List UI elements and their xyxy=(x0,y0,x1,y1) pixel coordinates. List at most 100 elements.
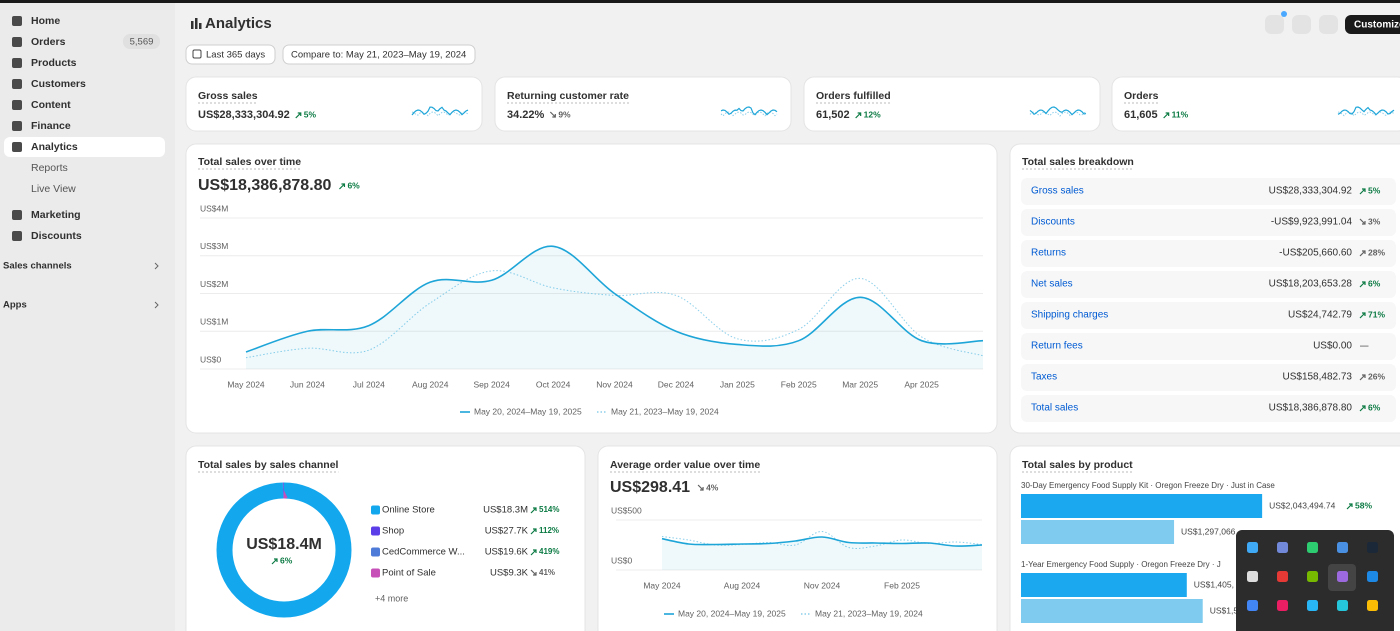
tray-icon[interactable] xyxy=(1247,542,1258,553)
nav-section[interactable]: Apps xyxy=(3,300,27,311)
tray-icon[interactable] xyxy=(1247,600,1258,611)
breakdown-row xyxy=(1021,209,1396,236)
x-tick-label: Jul 2024 xyxy=(353,379,385,389)
tray-icon[interactable] xyxy=(1277,571,1288,582)
card-title: Total sales by product xyxy=(1022,459,1133,471)
nav-item[interactable]: Live View xyxy=(31,183,76,195)
tray-icon[interactable] xyxy=(1247,571,1258,582)
nav-item[interactable]: Customers xyxy=(31,78,86,90)
breakdown-value: US$28,333,304.92 xyxy=(1269,186,1353,197)
breakdown-value: US$158,482.73 xyxy=(1282,372,1352,383)
y-tick-label: US$2M xyxy=(200,279,228,289)
channel-value: US$19.6K xyxy=(485,547,529,558)
card-title: Orders xyxy=(1124,90,1159,102)
tray-icon[interactable] xyxy=(1307,542,1318,553)
nav-item[interactable]: Analytics xyxy=(31,141,78,153)
date-range-button[interactable] xyxy=(185,44,276,65)
donut-slice xyxy=(216,482,352,618)
y-tick-label: US$500 xyxy=(611,505,642,515)
channel-value: US$9.3K xyxy=(490,568,529,579)
customize-button[interactable] xyxy=(1345,15,1400,34)
more-link[interactable]: +4 more xyxy=(375,593,408,603)
breakdown-value: US$18,203,653.28 xyxy=(1269,279,1353,290)
nav-icon xyxy=(12,121,22,131)
icon-button[interactable] xyxy=(1292,15,1311,34)
trend-arrow xyxy=(549,111,556,118)
trend-arrow xyxy=(1359,405,1366,412)
tray-icon[interactable] xyxy=(1367,571,1378,582)
change: 12% xyxy=(864,109,881,119)
product-name: 1-Year Emergency Food Supply · Oregon Fr… xyxy=(1021,560,1221,569)
nav-active xyxy=(4,137,165,157)
donut-center-change: 6% xyxy=(280,555,293,565)
nav-item[interactable]: Reports xyxy=(31,162,68,174)
nav-item[interactable]: Discounts xyxy=(31,230,82,242)
breakdown-label[interactable]: Shipping charges xyxy=(1031,310,1108,321)
compare-button[interactable] xyxy=(282,44,476,65)
x-tick-label: Aug 2024 xyxy=(724,580,761,590)
kpi-value: 61,502 xyxy=(816,109,850,121)
tray-icon[interactable] xyxy=(1277,542,1288,553)
icon-button[interactable] xyxy=(1319,15,1338,34)
x-tick-label: Feb 2025 xyxy=(781,379,817,389)
x-tick-label: Sep 2024 xyxy=(473,379,510,389)
legend-label: CedCommerce W... xyxy=(382,547,465,558)
nav-item[interactable]: Products xyxy=(31,57,77,69)
header-icon xyxy=(191,18,202,29)
breakdown-row xyxy=(1021,302,1396,329)
nav-item[interactable]: Marketing xyxy=(31,209,81,221)
top-bar xyxy=(0,0,1400,3)
breakdown-label[interactable]: Taxes xyxy=(1031,372,1057,383)
tray-icon[interactable] xyxy=(1307,600,1318,611)
sparkline xyxy=(1029,106,1087,116)
x-tick-label: Aug 2024 xyxy=(412,379,449,389)
nav-item[interactable]: Home xyxy=(31,15,60,27)
change: 41% xyxy=(539,568,555,577)
tray-icon[interactable] xyxy=(1277,600,1288,611)
legend-label: May 20, 2024–May 19, 2025 xyxy=(474,406,582,416)
x-tick-label: Nov 2024 xyxy=(596,379,633,389)
breakdown-value: US$24,742.79 xyxy=(1288,310,1352,321)
breakdown-row xyxy=(1021,240,1396,267)
breakdown-label[interactable]: Returns xyxy=(1031,248,1066,259)
card-title: Total sales over time xyxy=(198,156,301,168)
breakdown-value: -US$9,923,991.04 xyxy=(1271,217,1353,228)
change: 26% xyxy=(1368,371,1385,381)
bar xyxy=(1021,520,1175,544)
breakdown-value: -US$205,660.60 xyxy=(1279,248,1352,259)
tray-icon[interactable] xyxy=(1367,542,1378,553)
tray-icon[interactable] xyxy=(1307,571,1318,582)
change: — xyxy=(1360,340,1369,350)
nav-section[interactable]: Sales channels xyxy=(3,261,72,272)
total-value: US$18,386,878.80 xyxy=(198,177,332,194)
breakdown-label[interactable]: Net sales xyxy=(1031,279,1073,290)
breakdown-label[interactable]: Total sales xyxy=(1031,403,1078,414)
breakdown-label[interactable]: Discounts xyxy=(1031,217,1075,228)
badge-label: 5,569 xyxy=(130,37,154,48)
x-tick-label: May 2024 xyxy=(227,379,265,389)
sparkline-previous xyxy=(720,111,778,117)
breakdown-label[interactable]: Return fees xyxy=(1031,341,1083,352)
line-series xyxy=(661,536,983,547)
bar-label: US$1,405, xyxy=(1194,579,1234,589)
icon-button[interactable] xyxy=(1265,15,1284,34)
breakdown-label[interactable]: Gross sales xyxy=(1031,186,1084,197)
nav-icon xyxy=(12,79,22,89)
tray-icon[interactable] xyxy=(1337,542,1348,553)
x-tick-label: May 2024 xyxy=(643,580,681,590)
nav-item[interactable]: Finance xyxy=(31,120,71,132)
tray-icon[interactable] xyxy=(1337,600,1348,611)
legend-swatch xyxy=(371,547,380,557)
x-tick-label: Feb 2025 xyxy=(884,580,920,590)
trend-arrow xyxy=(1359,312,1366,319)
tray-icon[interactable] xyxy=(1337,571,1348,582)
nav-item[interactable]: Content xyxy=(31,99,71,111)
legend-swatch xyxy=(371,505,380,515)
x-tick-label: Dec 2024 xyxy=(658,379,695,389)
breakdown-row xyxy=(1021,395,1396,422)
card xyxy=(494,76,792,132)
tray-icon[interactable] xyxy=(1367,600,1378,611)
nav-item[interactable]: Orders xyxy=(31,36,66,48)
line-area xyxy=(246,246,983,369)
